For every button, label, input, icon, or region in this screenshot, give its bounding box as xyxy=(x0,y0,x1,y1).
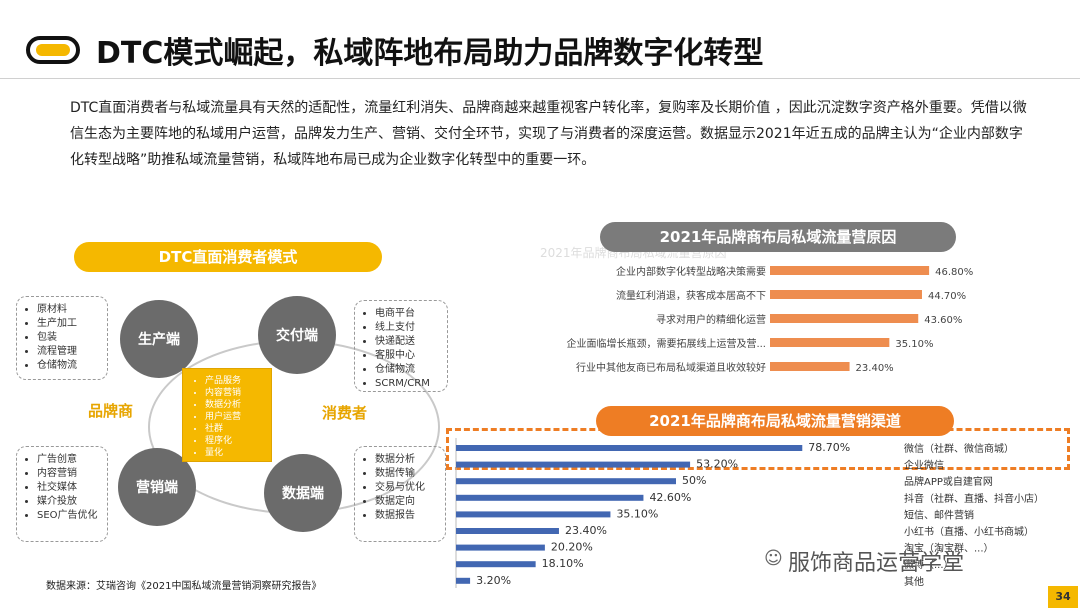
center-item: 社群 xyxy=(205,423,271,435)
chart1-category-label: 行业中其他友商已布局私域渠道且收效较好 xyxy=(576,361,766,374)
chart2-category-label: 企业微信 xyxy=(904,459,944,472)
list-item: 仓储物流 xyxy=(375,363,441,377)
chart1-title: 2021年品牌商布局私域流量营原因 xyxy=(600,222,956,252)
chart2-bar xyxy=(456,561,536,568)
list-item: 生产加工 xyxy=(37,317,101,331)
center-item: 数据分析 xyxy=(205,399,271,411)
list-item: 广告创意 xyxy=(37,453,101,467)
list-item: 数据报告 xyxy=(375,509,439,523)
chart1-value-label: 43.60% xyxy=(924,315,962,326)
chart2-category-label: 淘宝（淘宝群、...） xyxy=(904,542,994,555)
intro-paragraph: DTC直面消费者与私域流量具有天然的适配性，流量红利消失、品牌商越来越重视客户转… xyxy=(70,100,1027,168)
page-number: 34 xyxy=(1048,586,1078,608)
list-item: 快递配送 xyxy=(375,335,441,349)
chart1-bar xyxy=(770,338,890,347)
chart1-value-label: 44.70% xyxy=(928,291,966,302)
chart2-title: 2021年品牌商布局私域流量营销渠道 xyxy=(596,406,954,436)
chart2-category-label: 其他 xyxy=(904,575,924,588)
list-item: 电商平台 xyxy=(375,307,441,321)
chart2-bar xyxy=(456,461,691,468)
chart2-bar xyxy=(456,494,644,501)
chart1-category-label: 企业面临增长瓶颈，需要拓展线上运营及营... xyxy=(566,337,766,350)
node-delivery: 交付端 xyxy=(258,296,336,374)
list-item: 数据分析 xyxy=(375,453,439,467)
data-items-box: 数据分析 数据传输 交易与优化 数据定向 数据报告 xyxy=(354,446,446,542)
dtc-center-box: 产品服务 内容营销 数据分析 用户运营 社群 程序化 量化 xyxy=(182,368,272,462)
logo-icon xyxy=(26,36,80,64)
list-item: 交易与优化 xyxy=(375,481,439,495)
chart2-bar xyxy=(456,511,611,518)
channels-bar-chart: 78.70% 微信（社群、微信商城） 53.20% 企业微信 50% 品牌APP或自建官网… xyxy=(455,438,1044,588)
reasons-bar-chart: 企业内部数字化转型战略决策需要 46.80% 流量红利消退，获客成本居高不下 44.7… xyxy=(566,265,973,374)
chart2-category-label: 小红书（直播、小红书商城） xyxy=(904,525,1034,538)
chart1-bar xyxy=(770,266,930,275)
chart1-value-label: 46.80% xyxy=(935,267,973,278)
center-item-list: 产品服务 内容营销 数据分析 用户运营 社群 程序化 量化 xyxy=(193,375,271,459)
page-title: DTC模式崛起，私域阵地布局助力品牌数字化转型 xyxy=(96,36,764,71)
center-item: 产品服务 xyxy=(205,375,271,387)
list-item: 社交媒体 xyxy=(37,481,101,495)
list-item: 流程管理 xyxy=(37,345,101,359)
list-item: 数据定向 xyxy=(375,495,439,509)
node-production: 生产端 xyxy=(120,300,198,378)
chart1-value-label: 35.10% xyxy=(895,339,933,350)
center-item: 内容营销 xyxy=(205,387,271,399)
chart2-bar xyxy=(456,478,676,485)
chart2-bar xyxy=(456,528,559,534)
chart2-value-label: 50% xyxy=(682,474,706,487)
chart2-value-label: 42.60% xyxy=(649,491,691,504)
dtc-model-title: DTC直面消费者模式 xyxy=(74,242,382,272)
chart2-value-label: 53.20% xyxy=(696,458,738,471)
consumer-label: 消费者 xyxy=(322,404,368,422)
list-item: 客服中心 xyxy=(375,349,441,363)
marketing-items-box: 广告创意 内容营销 社交媒体 媒介投放 SEO广告优化 xyxy=(16,446,108,542)
chart2-value-label: 35.10% xyxy=(616,507,658,520)
chart2-category-label: 微信（社群、微信商城） xyxy=(904,442,1014,455)
list-item: SEO广告优化 xyxy=(37,509,101,523)
list-item: 媒介投放 xyxy=(37,495,101,509)
list-item: 线上支付 xyxy=(375,321,441,335)
chart1-category-label: 企业内部数字化转型战略决策需要 xyxy=(616,265,766,278)
chart2-value-label: 23.40% xyxy=(565,524,607,537)
chart2-bar xyxy=(456,445,803,451)
list-item: 数据传输 xyxy=(375,467,439,481)
center-item: 用户运营 xyxy=(205,411,271,423)
chart1-category-label: 寻求对用户的精细化运营 xyxy=(656,313,766,326)
center-item: 程序化 xyxy=(205,435,271,447)
watermark-text: 服饰商品运营学堂 xyxy=(788,551,965,576)
chart2-category-label: 微博（...） xyxy=(904,558,954,571)
list-item: 仓储物流 xyxy=(37,359,101,373)
chart2-value-label: 20.20% xyxy=(551,541,593,554)
production-items-box: 原材料 生产加工 包装 流程管理 仓储物流 xyxy=(16,296,108,380)
chart2-bar xyxy=(456,577,471,584)
chart2-value-label: 18.10% xyxy=(542,557,584,570)
chart1-category-label: 流量红利消退，获客成本居高不下 xyxy=(616,289,766,302)
chart2-category-label: 抖音（社群、直播、抖音小店） xyxy=(904,492,1044,505)
chart2-value-label: 3.20% xyxy=(476,574,511,587)
chart1-bar xyxy=(770,362,850,371)
wechat-icon: ☺ xyxy=(764,548,783,569)
node-data: 数据端 xyxy=(264,454,342,532)
chart2-category-label: 品牌APP或自建官网 xyxy=(904,475,993,488)
list-item: 原材料 xyxy=(37,303,101,317)
brand-label: 品牌商 xyxy=(88,402,134,420)
list-item: 包装 xyxy=(37,331,101,345)
list-item: SCRM/CRM xyxy=(375,377,441,391)
header-divider xyxy=(0,78,1080,79)
chart2-value-label: 78.70% xyxy=(808,441,850,454)
chart1-value-label: 23.40% xyxy=(856,363,894,374)
chart1-bar xyxy=(770,314,919,323)
chart1-bar xyxy=(770,290,922,299)
delivery-items-box: 电商平台 线上支付 快递配送 客服中心 仓储物流 SCRM/CRM xyxy=(354,300,448,392)
chart2-category-label: 短信、邮件营销 xyxy=(904,508,974,521)
list-item: 内容营销 xyxy=(37,467,101,481)
center-item: 量化 xyxy=(205,447,271,459)
chart2-bar xyxy=(456,544,545,551)
data-source: 数据来源：艾瑞咨询《2021中国私域流量营销洞察研究报告》 xyxy=(46,581,322,592)
